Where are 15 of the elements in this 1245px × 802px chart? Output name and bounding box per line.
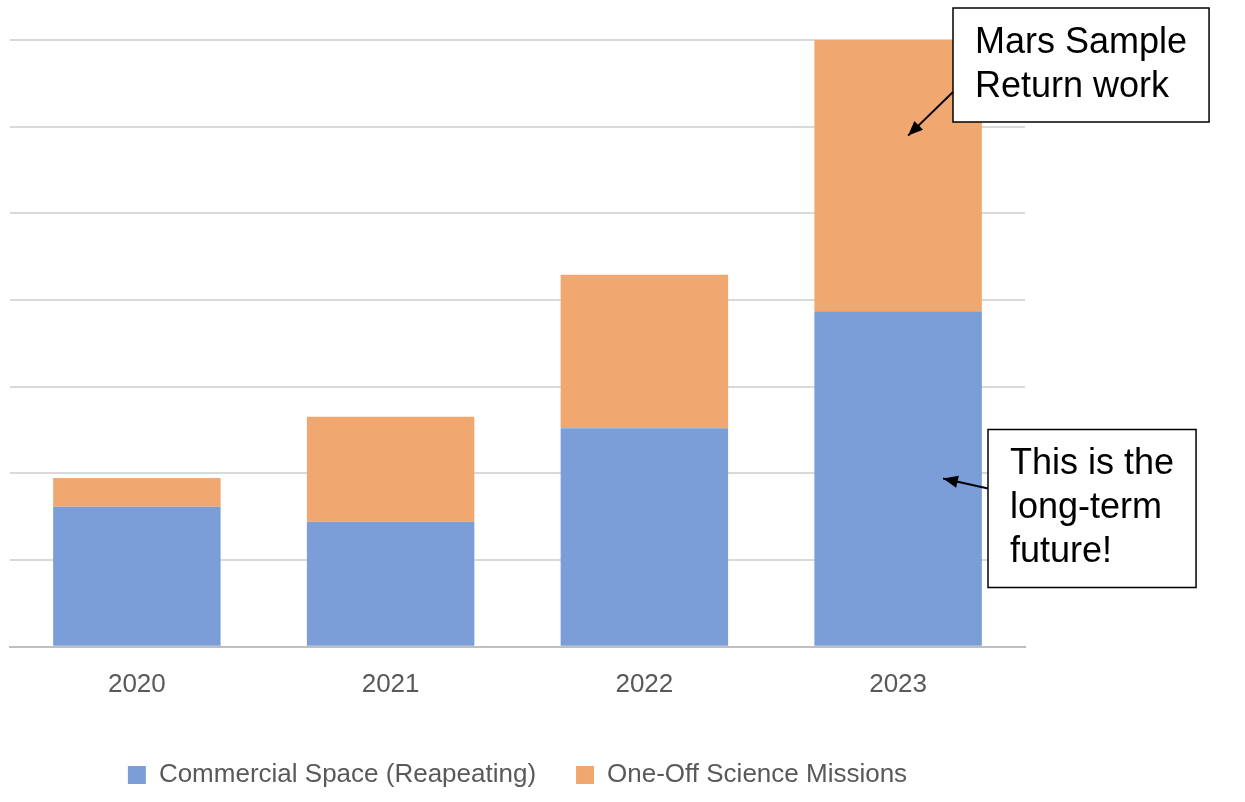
annotation: Mars Sample Return work bbox=[975, 19, 1188, 105]
bar bbox=[560, 428, 729, 646]
legend-label: One-Off Science Missions bbox=[607, 758, 908, 789]
bar bbox=[306, 416, 475, 522]
bar bbox=[306, 521, 475, 646]
x-tick-label: 2022 bbox=[615, 667, 674, 698]
x-tick-label: 2020 bbox=[107, 667, 166, 698]
x-tick-label: 2023 bbox=[869, 667, 928, 698]
annotation: This is the long-term future! bbox=[1010, 441, 1175, 571]
bar bbox=[53, 506, 221, 646]
bar bbox=[560, 274, 729, 429]
bar bbox=[814, 311, 982, 646]
legend-label: Commercial Space (Reapeating) bbox=[158, 758, 537, 789]
bar bbox=[53, 478, 221, 507]
x-tick-label: 2021 bbox=[361, 667, 420, 698]
